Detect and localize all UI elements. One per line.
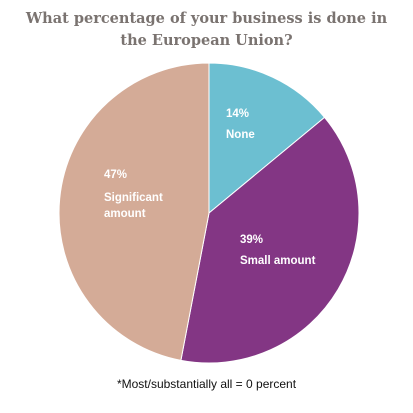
slice-small-amount-label: Small amount [240,255,316,267]
pie-slice-small-amount [180,116,360,364]
chart-footnote: *Most/substantially all = 0 percent [116,377,297,391]
chart-title-line-1: What percentage of your business is done… [25,10,388,27]
slice-significant-amount-label-line-2: amount [104,208,146,220]
slice-none-label: None [226,129,255,141]
pie-slices [58,62,360,364]
slice-significant-amount-percent: 47% [104,169,127,181]
pie-labels: 14% None 39% Small amount 47% Significan… [104,108,316,267]
chart-title: What percentage of your business is done… [0,8,413,52]
chart-title-line-2: the European Union? [120,32,293,49]
slice-significant-amount-label-line-1: Significant [104,192,163,204]
pie-slice-significant-amount [58,62,210,361]
slice-none-percent: 14% [226,108,249,120]
pie-slice-none [208,62,326,215]
slice-small-amount-percent: 39% [240,234,263,246]
